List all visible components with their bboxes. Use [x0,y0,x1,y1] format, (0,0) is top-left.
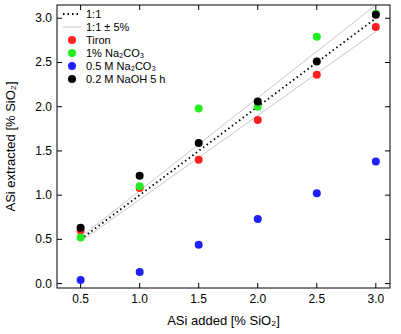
x-tick-label: 1.5 [190,292,207,306]
legend: 1:11:1 ± 5%Tiron1% Na₂CO₃0.5 M Na₂CO₃0.2… [63,8,165,85]
x-tick [316,5,317,10]
plot-area [77,5,380,284]
data-point [313,189,321,197]
x-tick [139,5,140,10]
x-tick [257,5,258,10]
plot-frame [57,5,390,288]
x-tick [316,283,317,288]
data-point [136,182,144,190]
legend-swatch [68,62,76,70]
legend-label: 1:1 [86,8,101,20]
y-tick [57,150,62,151]
reference-line [81,5,376,237]
x-tick [198,283,199,288]
data-point [136,172,144,180]
y-tick-label: 3.0 [35,11,52,25]
x-tick-label: 2.0 [249,292,266,306]
y-tick [385,150,390,151]
reference-line [81,18,376,239]
legend-label: 0.5 M Na₂CO₃ [86,60,156,72]
data-point [254,97,262,105]
y-tick-label: 1.0 [35,188,52,202]
y-tick [57,195,62,196]
legend-label: 1% Na₂CO₃ [86,47,144,59]
data-point [195,156,203,164]
y-tick-label: 0.5 [35,232,52,246]
x-tick-label: 3.0 [367,292,384,306]
y-tick [57,62,62,63]
x-axis-title: ASi added [% SiO₂] [167,313,280,328]
y-tick [385,195,390,196]
data-point [254,116,262,124]
data-point [195,241,203,249]
x-tick-label: 1.0 [131,292,148,306]
x-tick-label: 2.5 [308,292,325,306]
legend-label: Tiron [86,34,111,46]
legend-swatch [63,27,81,28]
data-point [313,33,321,41]
data-point [136,268,144,276]
y-tick-label: 2.5 [35,55,52,69]
legend-label: 1:1 ± 5% [86,21,130,33]
legend-swatch [63,13,81,15]
legend-label: 0.2 M NaOH 5 h [86,73,165,85]
x-tick [139,283,140,288]
chart: 0.5 1.0 1.5 2.0 2.5 3.0 0.0 0.5 1.0 1.5 2.0 2.5 3.0 A… [0,0,401,334]
data-point [372,158,380,166]
reference-line [81,32,376,242]
y-tick-label: 0.0 [35,277,52,291]
y-axis-title: ASi extracted [% SiO₂] [3,81,18,211]
y-tick [385,18,390,19]
y-tick [57,18,62,19]
data-point [254,215,262,223]
legend-swatch [68,36,76,44]
y-tick [57,283,62,284]
y-tick [385,106,390,107]
x-tick [80,5,81,10]
data-point [313,58,321,66]
data-point [372,10,380,18]
y-tick [57,106,62,107]
legend-swatch [68,49,76,57]
y-tick-label: 1.5 [35,144,52,158]
y-tick-label: 2.0 [35,100,52,114]
x-tick [198,5,199,10]
y-tick [385,283,390,284]
y-tick [385,239,390,240]
data-point [313,71,321,79]
y-tick [57,239,62,240]
x-tick [375,283,376,288]
x-tick-label: 0.5 [72,292,89,306]
data-point [77,234,85,242]
legend-swatch [68,75,76,83]
data-point [195,139,203,147]
y-tick [385,62,390,63]
data-point [372,11,380,19]
data-point [195,104,203,112]
data-point [372,23,380,31]
x-tick [257,283,258,288]
data-point [77,224,85,232]
data-point [77,276,85,284]
